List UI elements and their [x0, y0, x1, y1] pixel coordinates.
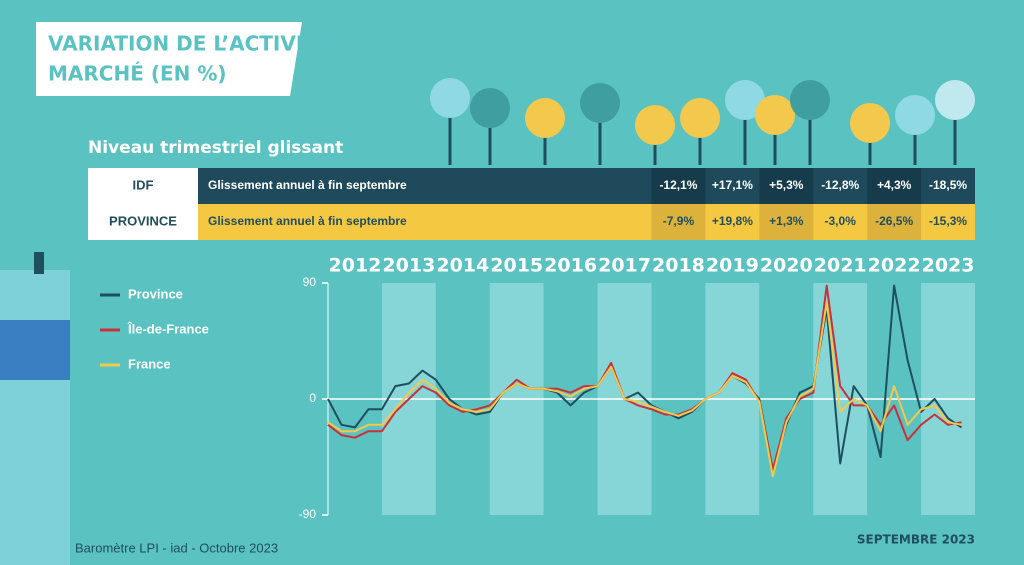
row-description: Glissement annuel à fin septembre	[208, 178, 407, 192]
value-cell	[651, 204, 706, 240]
value-cell	[651, 168, 706, 204]
legend-label: Île-de-France	[127, 321, 209, 336]
row-bg	[198, 204, 975, 240]
crown	[790, 80, 830, 120]
cell-value: +1,3%	[769, 214, 804, 228]
crown	[895, 95, 935, 135]
cell-value: +4,3%	[877, 178, 912, 192]
row-label: IDF	[133, 177, 154, 192]
x-tick-label: 2017	[598, 255, 651, 277]
crown	[725, 80, 765, 120]
x-tick-label: 2019	[706, 255, 759, 277]
legend-label: Province	[128, 286, 183, 301]
crown	[525, 98, 565, 138]
value-cell	[867, 168, 922, 204]
x-tick-label: 2018	[652, 255, 705, 277]
left-building	[0, 252, 70, 565]
x-tick-label: 2022	[868, 255, 921, 277]
cell-value: +5,3%	[769, 178, 804, 192]
row-label-cell	[88, 204, 198, 240]
crown	[755, 95, 795, 135]
y-tick-label: 0	[309, 391, 316, 405]
crown	[680, 98, 720, 138]
title-line: MARCHÉ (EN %)	[48, 62, 227, 86]
cell-value: -7,9%	[663, 214, 695, 228]
y-tick-label: -90	[299, 507, 317, 521]
x-tick-label: 2021	[814, 255, 867, 277]
value-cell	[759, 168, 814, 204]
value-cell	[759, 204, 814, 240]
legend-label: France	[128, 356, 171, 371]
cell-value: -12,8%	[821, 178, 859, 192]
cell-value: +17,1%	[712, 178, 753, 192]
value-cell	[867, 204, 922, 240]
row-label-cell	[88, 168, 198, 204]
cell-value: -12,1%	[659, 178, 697, 192]
crown	[635, 105, 675, 145]
date: SEPTEMBRE 2023	[857, 533, 975, 547]
crown	[430, 78, 470, 118]
cell-value: -15,3%	[929, 214, 967, 228]
series-line	[327, 284, 962, 471]
crown	[470, 88, 510, 128]
title-box	[36, 22, 302, 96]
x-tick-label: 2020	[760, 255, 813, 277]
x-tick-label: 2013	[382, 255, 435, 277]
cell-value: +19,8%	[712, 214, 753, 228]
cell-value: -18,5%	[929, 178, 967, 192]
x-tick-label: 2012	[329, 255, 382, 277]
y-tick-label: 90	[303, 275, 317, 289]
x-tick-label: 2014	[436, 255, 489, 277]
row-label: PROVINCE	[109, 213, 177, 228]
crown	[580, 83, 620, 123]
x-tick-label: 2016	[544, 255, 597, 277]
row-bg	[198, 168, 975, 204]
subtitle: Niveau trimestriel glissant	[88, 138, 343, 158]
row-description: Glissement annuel à fin septembre	[208, 214, 407, 228]
x-tick-label: 2015	[490, 255, 543, 277]
crown	[850, 103, 890, 143]
x-tick-label: 2023	[922, 255, 975, 277]
crown	[935, 80, 975, 120]
series-line	[327, 301, 962, 478]
source: Baromètre LPI - iad - Octobre 2023	[75, 540, 278, 555]
trees	[430, 78, 975, 165]
series-line	[327, 284, 963, 471]
title-line: VARIATION DE L’ACTIVITÉ DU	[48, 32, 370, 56]
cell-value: -26,5%	[875, 214, 913, 228]
cell-value: -3,0%	[825, 214, 857, 228]
